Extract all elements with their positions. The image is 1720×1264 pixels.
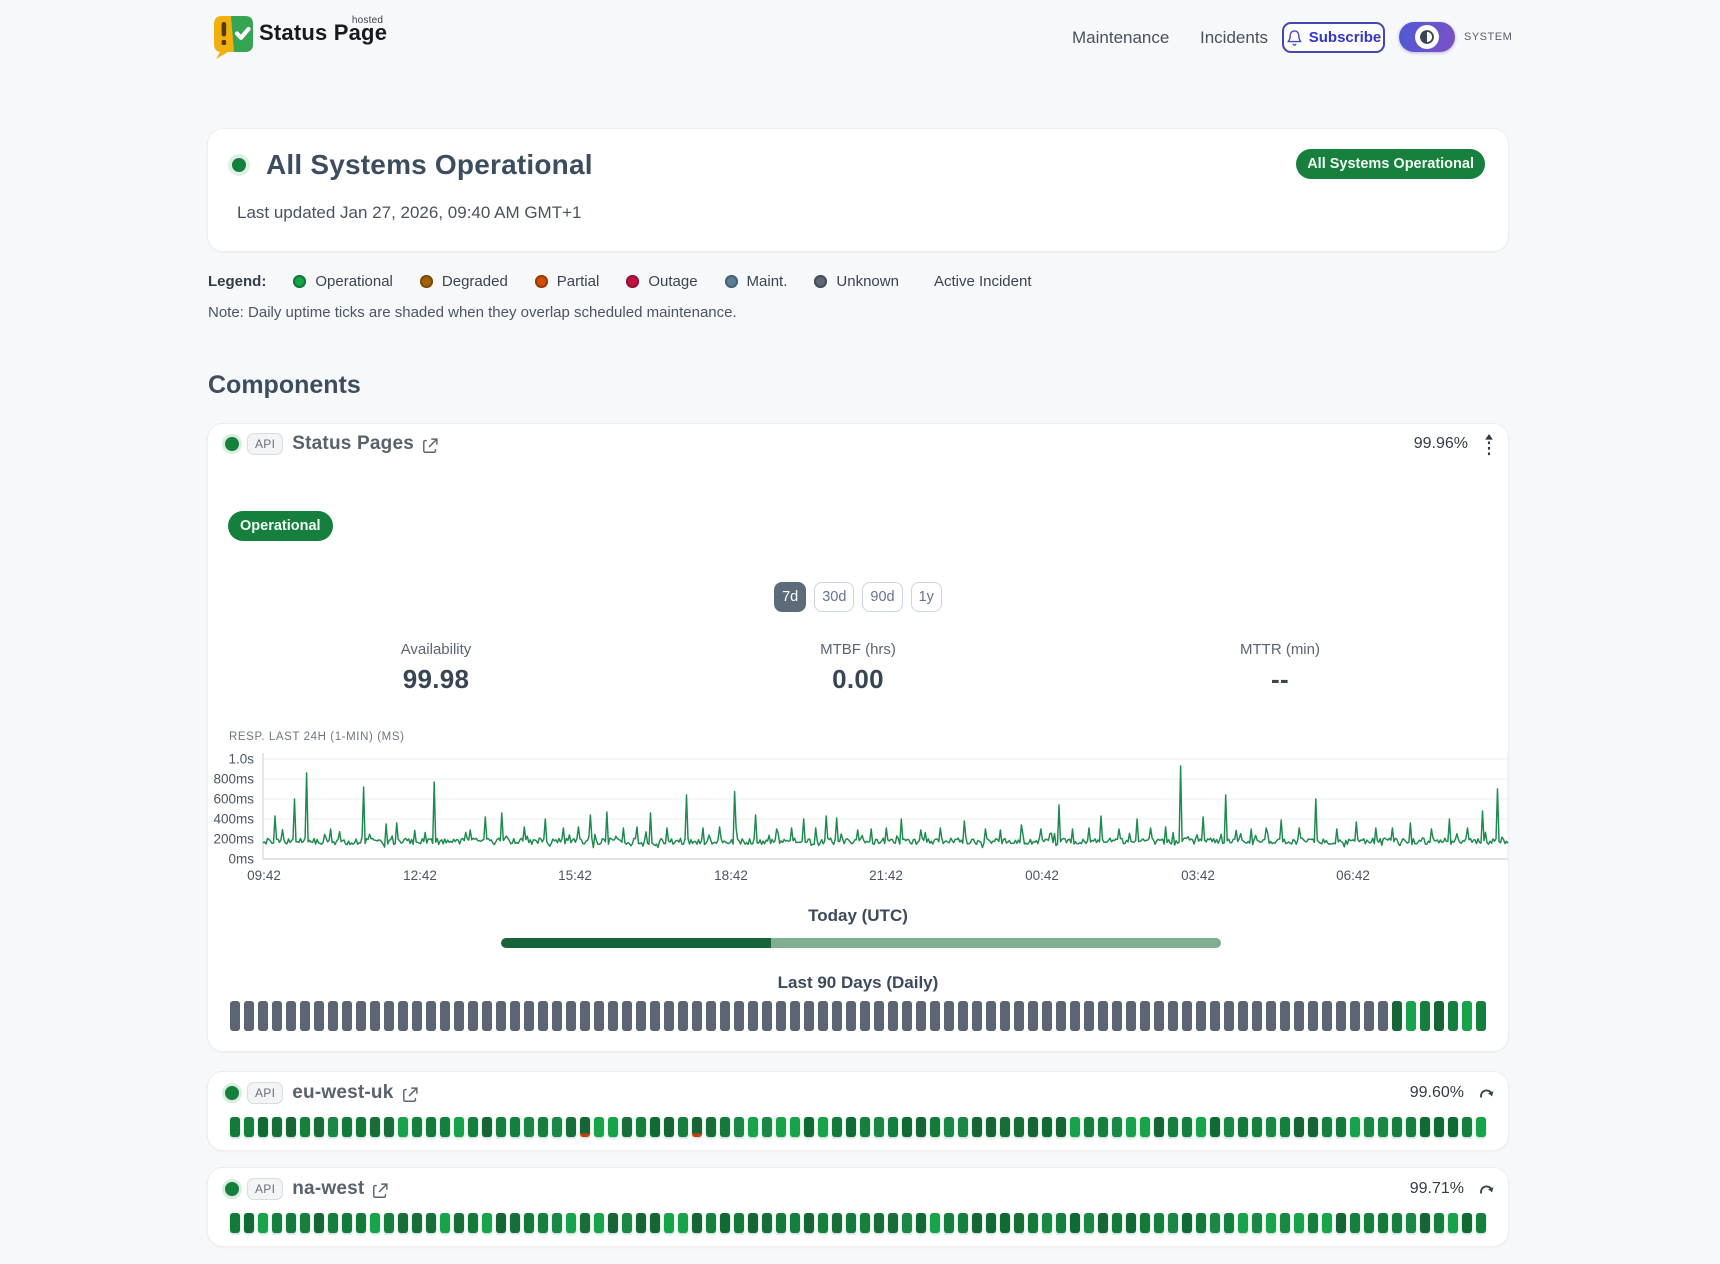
svg-text:09:42: 09:42 — [247, 868, 281, 883]
svg-text:600ms: 600ms — [213, 792, 254, 807]
svg-text:400ms: 400ms — [213, 812, 254, 827]
svg-text:200ms: 200ms — [213, 832, 254, 847]
svg-text:21:42: 21:42 — [869, 868, 903, 883]
svg-text:06:42: 06:42 — [1336, 868, 1370, 883]
svg-text:0ms: 0ms — [228, 852, 254, 867]
svg-text:12:42: 12:42 — [403, 868, 437, 883]
svg-text:15:42: 15:42 — [558, 868, 592, 883]
svg-text:RESP. LAST 24H (1-MIN) (MS): RESP. LAST 24H (1-MIN) (MS) — [229, 731, 405, 743]
svg-text:00:42: 00:42 — [1025, 868, 1059, 883]
svg-text:18:42: 18:42 — [714, 868, 748, 883]
svg-text:03:42: 03:42 — [1181, 868, 1215, 883]
svg-text:1.0s: 1.0s — [228, 752, 254, 767]
svg-text:800ms: 800ms — [213, 772, 254, 787]
